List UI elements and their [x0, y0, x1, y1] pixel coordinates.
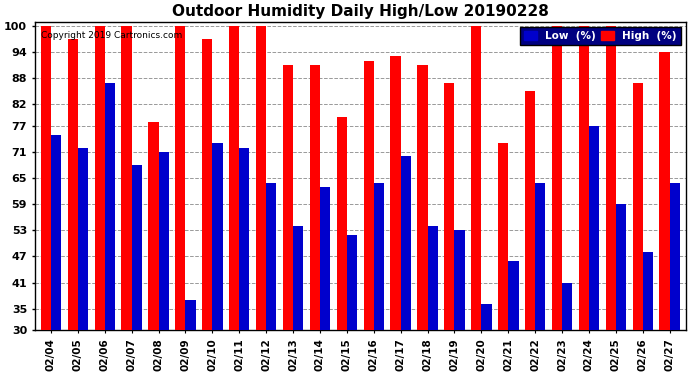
Bar — [616, 204, 626, 375]
Bar — [51, 135, 61, 375]
Bar — [202, 39, 213, 375]
Bar — [347, 235, 357, 375]
Bar — [41, 26, 51, 375]
Bar — [552, 26, 562, 375]
Bar — [525, 91, 535, 375]
Bar — [633, 82, 643, 375]
Bar — [105, 82, 115, 375]
Bar — [229, 26, 239, 375]
Title: Outdoor Humidity Daily High/Low 20190228: Outdoor Humidity Daily High/Low 20190228 — [172, 4, 549, 19]
Bar — [186, 300, 196, 375]
Bar — [266, 183, 277, 375]
Bar — [310, 65, 320, 375]
Bar — [428, 226, 437, 375]
Bar — [417, 65, 428, 375]
Bar — [159, 152, 169, 375]
Legend: Low  (%), High  (%): Low (%), High (%) — [520, 27, 680, 45]
Bar — [535, 183, 545, 375]
Bar — [401, 156, 411, 375]
Text: Copyright 2019 Cartronics.com: Copyright 2019 Cartronics.com — [41, 31, 183, 40]
Bar — [660, 52, 670, 375]
Bar — [78, 148, 88, 375]
Bar — [148, 122, 159, 375]
Bar — [293, 226, 304, 375]
Bar — [562, 282, 572, 375]
Bar — [337, 117, 347, 375]
Bar — [95, 26, 105, 375]
Bar — [364, 61, 374, 375]
Bar — [175, 26, 186, 375]
Bar — [213, 143, 223, 375]
Bar — [498, 143, 509, 375]
Bar — [482, 304, 491, 375]
Bar — [471, 26, 482, 375]
Bar — [68, 39, 78, 375]
Bar — [320, 187, 331, 375]
Bar — [579, 26, 589, 375]
Bar — [391, 57, 401, 375]
Bar — [374, 183, 384, 375]
Bar — [239, 148, 250, 375]
Bar — [455, 230, 464, 375]
Bar — [444, 82, 455, 375]
Bar — [121, 26, 132, 375]
Bar — [283, 65, 293, 375]
Bar — [670, 183, 680, 375]
Bar — [606, 26, 616, 375]
Bar — [643, 252, 653, 375]
Bar — [132, 165, 142, 375]
Bar — [589, 126, 599, 375]
Bar — [256, 26, 266, 375]
Bar — [509, 261, 518, 375]
